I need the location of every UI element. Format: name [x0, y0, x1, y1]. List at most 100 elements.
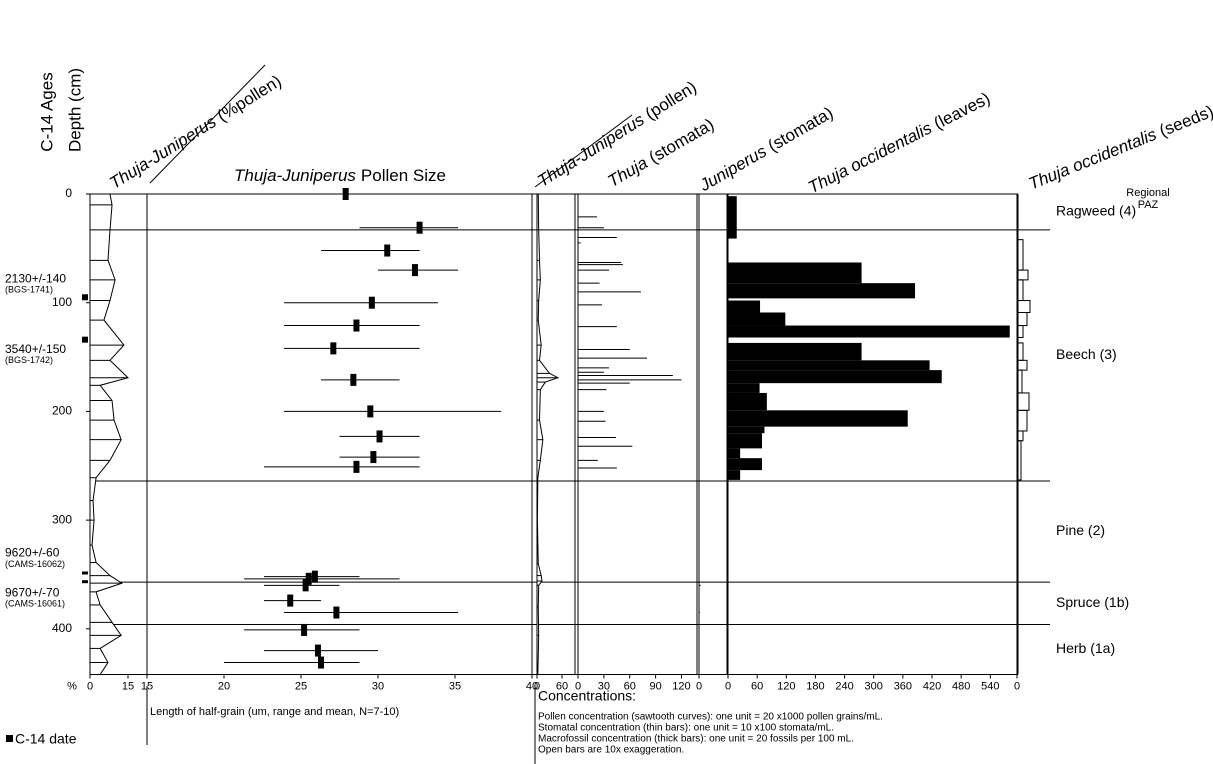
x-tick-label: 180 [806, 680, 824, 692]
date-label: 9670+/-70 [5, 585, 60, 599]
x-tick-label: 360 [894, 680, 912, 692]
open-bar [1016, 269, 1029, 281]
x-tick-label: 120 [777, 680, 795, 692]
date-lab: (CAMS-16061) [5, 599, 65, 609]
mean-mark [370, 451, 377, 464]
mean-mark [333, 606, 340, 619]
x-tick-label: 40 [526, 680, 538, 692]
title-taxon: Thuja-Juniperus [234, 166, 356, 185]
mean-mark [301, 623, 308, 636]
date-marker [82, 294, 88, 301]
mean-mark [353, 460, 360, 473]
x-tick-label: 90 [649, 680, 661, 692]
x-tick-label: 25 [295, 680, 307, 692]
thick-bar [728, 342, 862, 361]
date-lab: (BGS-1742) [5, 355, 53, 365]
x-unit-label: % [67, 680, 77, 692]
mean-mark [353, 319, 360, 332]
note: Macrofossil concentration (thick bars): … [538, 734, 854, 745]
panel-heading: Thuja occidentalis(seeds) [1026, 102, 1213, 194]
date-label: 2130+/-140 [5, 271, 66, 285]
curve [536, 193, 560, 675]
heading-taxon: Thuja [605, 154, 651, 192]
date-marker [82, 580, 88, 584]
y-axis-label: Depth (cm) [65, 68, 84, 152]
mean-mark [384, 244, 391, 257]
y-tick-label: 400 [52, 621, 72, 635]
notes-title: Concentrations: [538, 688, 636, 704]
y-tick-label: 200 [52, 404, 72, 418]
mean-mark [305, 572, 312, 585]
heading-label: (stomata) [765, 104, 837, 156]
mean-mark [368, 296, 375, 309]
x-tick-label: 0 [575, 680, 581, 692]
x-axis-label: Length of half-grain (um, range and mean… [150, 706, 399, 718]
x-tick-label: 0 [1014, 680, 1020, 692]
thick-bar [728, 196, 737, 239]
x-tick-label: 480 [952, 680, 970, 692]
heading-label: (seeds) [1157, 102, 1213, 141]
mean-mark [350, 373, 357, 386]
mean-mark [311, 570, 318, 583]
mean-mark [376, 430, 383, 443]
mean-mark [367, 405, 374, 418]
thick-bar [728, 383, 760, 393]
x-tick-label: 0 [534, 680, 540, 692]
zone-label: Herb (1a) [1056, 640, 1115, 656]
x-tick-label: 300 [865, 680, 883, 692]
thick-bar [728, 262, 862, 284]
x-tick-label: 120 [672, 680, 690, 692]
panel-heading: Thuja occidentalis(leaves) [805, 89, 993, 197]
mean-mark [287, 594, 294, 607]
thick-bar [728, 300, 761, 313]
x-tick-label: 0 [87, 680, 93, 692]
heading-taxon: Thuja-Juniperus [106, 112, 220, 193]
thick-bar [728, 433, 763, 449]
zone-label: Spruce (1b) [1056, 594, 1129, 610]
date-marker [82, 571, 88, 575]
note: Open bars are 10x exaggeration. [538, 745, 684, 756]
x-tick-label: 60 [556, 680, 568, 692]
x-tick-label: 240 [835, 680, 853, 692]
y-tick-label: 0 [65, 186, 72, 200]
date-label: 3540+/-150 [5, 342, 66, 356]
thick-bar [728, 458, 763, 471]
x-tick-label: 35 [449, 680, 461, 692]
x-tick-label: 30 [598, 680, 610, 692]
date-marker [82, 336, 88, 343]
date-lab: (BGS-1741) [5, 285, 53, 295]
mean-mark [314, 644, 321, 657]
legend-label: C-14 date [15, 731, 77, 747]
legend-swatch [6, 735, 13, 742]
x-tick-label: 420 [923, 680, 941, 692]
mean-mark [302, 579, 309, 592]
note: Pollen concentration (sawtooth curves): … [538, 712, 883, 723]
x-tick-label: 15 [141, 680, 153, 692]
thick-bar [728, 312, 786, 326]
age-label: C-14 Ages [37, 72, 56, 151]
mean-mark [342, 188, 349, 200]
thick-bar [728, 426, 765, 434]
heading-label: (leaves) [931, 89, 994, 133]
open-bar [1016, 392, 1030, 411]
date-label: 9620+/-60 [5, 546, 60, 560]
heading-label: (pollen) [642, 78, 700, 124]
y-tick-label: 300 [52, 512, 72, 526]
zone-label: Pine (2) [1056, 522, 1105, 538]
mean-mark [330, 342, 337, 355]
x-tick-label: 0 [725, 680, 731, 692]
thick-bar [728, 410, 908, 427]
open-bar [1016, 300, 1031, 313]
mean-mark [318, 656, 325, 669]
zone-label: Beech (3) [1056, 346, 1117, 362]
curve [89, 193, 129, 675]
x-tick-label: 60 [751, 680, 763, 692]
heading-taxon: Thuja occidentalis [1026, 125, 1160, 194]
heading-rule [534, 114, 633, 188]
y-tick-label: 100 [52, 295, 72, 309]
thick-bar [728, 360, 930, 371]
x-tick-label: 20 [218, 680, 230, 692]
date-lab: (CAMS-16062) [5, 559, 65, 569]
zone-label: Ragweed (4) [1056, 203, 1136, 219]
title-label: Pollen Size [361, 166, 446, 185]
